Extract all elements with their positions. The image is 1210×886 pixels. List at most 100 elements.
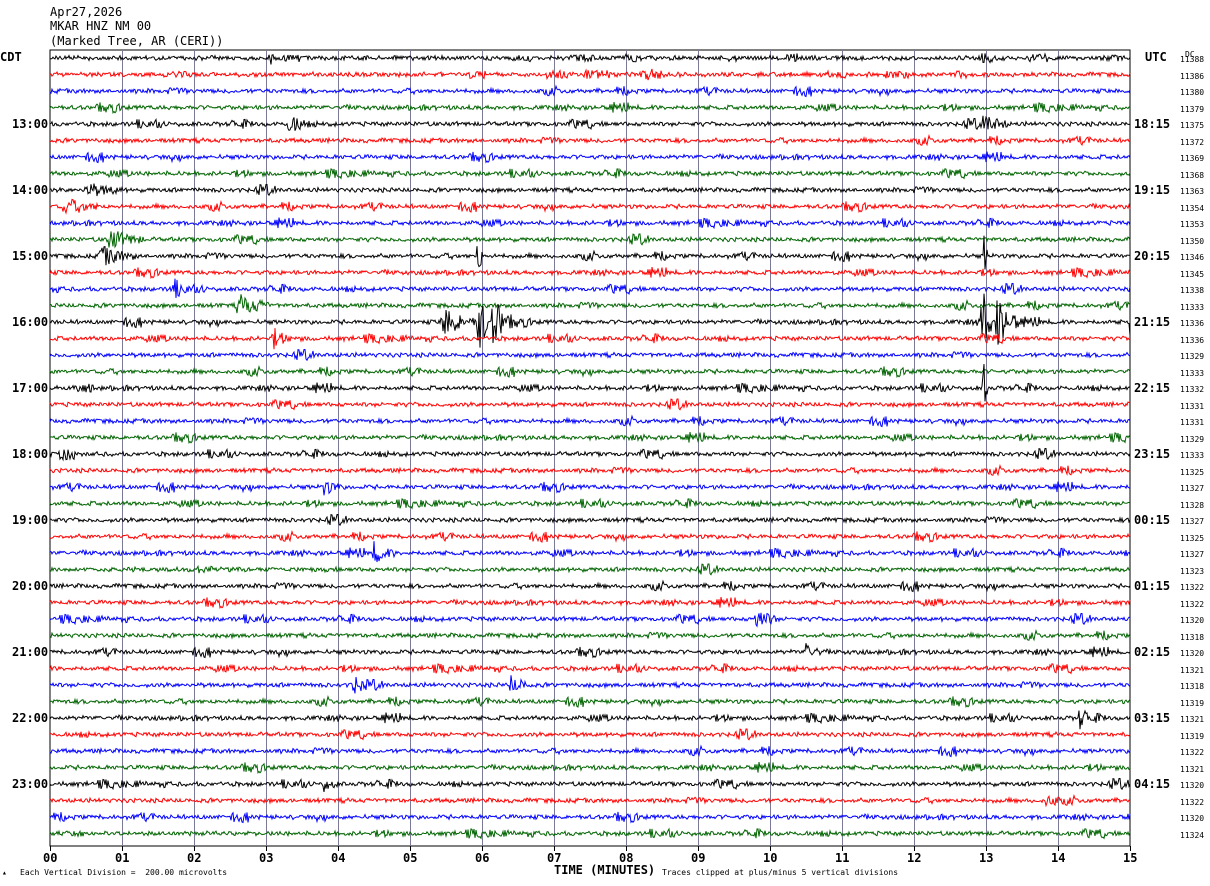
x-tick-label: 03 (259, 851, 274, 865)
left-hour-label: 19:00 (12, 513, 49, 527)
trace-line-26 (49, 481, 1131, 496)
x-tick-label: 01 (115, 851, 130, 865)
right-hour-label: 21:15 (1134, 315, 1171, 329)
x-tick-label: 05 (403, 851, 418, 865)
x-tick-label: 14 (1051, 851, 1066, 865)
dc-offset-label: 11346 (1180, 253, 1205, 262)
trace-line-29 (49, 529, 1131, 544)
x-tick-label: 07 (547, 851, 562, 865)
x-tick-label: 06 (475, 851, 490, 865)
dc-offset-label: 11386 (1180, 71, 1205, 81)
trace-line-27 (49, 497, 1131, 510)
dc-header-label: DC (1185, 50, 1195, 59)
trace-line-6 (49, 151, 1131, 164)
trace-line-33 (49, 597, 1131, 610)
trace-line-17 (49, 328, 1131, 350)
trace-line-0 (49, 52, 1131, 65)
left-hour-label: 18:00 (12, 447, 49, 461)
dc-offset-label: 11328 (1180, 500, 1205, 510)
dc-offset-label: 11336 (1180, 335, 1205, 345)
dc-offset-label: 11350 (1180, 236, 1205, 246)
trace-line-1 (49, 68, 1131, 81)
dc-offset-label: 11322 (1180, 599, 1205, 609)
x-tick-label: 09 (691, 851, 706, 865)
right-hour-label: 20:15 (1134, 249, 1171, 263)
trace-line-44 (49, 777, 1131, 792)
dc-offset-label: 11322 (1180, 748, 1205, 757)
right-hour-label: 23:15 (1134, 447, 1171, 461)
left-hour-label: 20:00 (12, 579, 49, 593)
trace-line-46 (49, 811, 1131, 824)
dc-offset-label: 11327 (1180, 484, 1205, 493)
trace-line-15 (49, 294, 1131, 314)
trace-line-18 (49, 348, 1131, 362)
trace-line-25 (49, 463, 1131, 477)
dc-offset-label: 11319 (1180, 731, 1205, 741)
dc-offset-label: 11333 (1180, 368, 1205, 378)
right-hour-label: 02:15 (1134, 645, 1171, 659)
trace-line-32 (49, 579, 1131, 593)
right-hour-label: 00:15 (1134, 513, 1171, 527)
left-hour-label: 16:00 (12, 315, 49, 329)
dc-offset-label: 11336 (1180, 319, 1205, 328)
trace-line-35 (49, 628, 1131, 642)
dc-offset-label: 11338 (1180, 286, 1205, 295)
dc-offset-label: 11363 (1180, 187, 1205, 196)
left-hour-label: 23:00 (12, 777, 49, 791)
dc-offset-label: 11319 (1180, 698, 1205, 708)
trace-line-39 (49, 694, 1131, 709)
scale-note: Each Vertical Division = 200.00 microvol… (20, 868, 228, 877)
trace-line-5 (49, 133, 1131, 147)
left-hour-label: 13:00 (12, 117, 49, 131)
left-timezone-label: CDT (0, 50, 22, 64)
x-tick-label: 08 (619, 851, 634, 865)
date-label: Apr27,2026 (50, 5, 123, 19)
dc-offset-label: 11333 (1180, 302, 1205, 312)
trace-line-28 (49, 513, 1131, 527)
x-tick-label: 12 (907, 851, 922, 865)
dc-offset-label: 11321 (1180, 715, 1205, 724)
trace-line-19 (49, 364, 1131, 379)
trace-line-42 (49, 744, 1131, 758)
x-tick-label: 04 (331, 851, 346, 865)
trace-line-20 (49, 364, 1131, 402)
right-hour-label: 04:15 (1134, 777, 1171, 791)
trace-line-40 (49, 709, 1131, 730)
dc-offset-label: 11332 (1180, 385, 1205, 394)
trace-line-13 (49, 267, 1131, 280)
dc-offset-label: 11379 (1180, 104, 1205, 114)
dc-offset-label: 11320 (1180, 649, 1205, 658)
trace-line-14 (49, 278, 1131, 299)
x-tick-label: 00 (43, 851, 58, 865)
dc-offset-label: 11320 (1180, 814, 1205, 823)
dc-offset-label: 11380 (1180, 88, 1205, 97)
trace-line-16 (49, 293, 1131, 348)
dc-offset-label: 11388 (1180, 55, 1205, 64)
dc-offset-label: 11327 (1180, 550, 1205, 559)
trace-line-10 (49, 216, 1131, 230)
dc-offset-label: 11322 (1180, 583, 1205, 592)
dc-offset-label: 11353 (1180, 220, 1205, 229)
left-hour-label: 14:00 (12, 183, 49, 197)
trace-line-3 (49, 102, 1131, 115)
dc-offset-label: 11322 (1180, 797, 1205, 807)
trace-line-24 (49, 447, 1131, 462)
trace-line-38 (49, 675, 1131, 694)
trace-line-43 (49, 762, 1131, 775)
trace-line-2 (49, 84, 1131, 98)
trace-line-41 (50, 728, 1131, 741)
dc-offset-label: 11320 (1180, 616, 1205, 625)
right-hour-label: 19:15 (1134, 183, 1171, 197)
dc-offset-label: 11329 (1180, 434, 1205, 444)
dc-offset-label: 11325 (1180, 533, 1205, 543)
trace-line-36 (49, 643, 1131, 659)
left-hour-label: 21:00 (12, 645, 49, 659)
trace-line-21 (49, 398, 1131, 411)
x-tick-label: 02 (187, 851, 202, 865)
dc-offset-label: 11329 (1180, 352, 1205, 361)
right-hour-label: 18:15 (1134, 117, 1171, 131)
dc-offset-label: 11318 (1180, 632, 1205, 642)
dc-offset-label: 11331 (1180, 418, 1205, 427)
x-tick-label: 15 (1123, 851, 1138, 865)
